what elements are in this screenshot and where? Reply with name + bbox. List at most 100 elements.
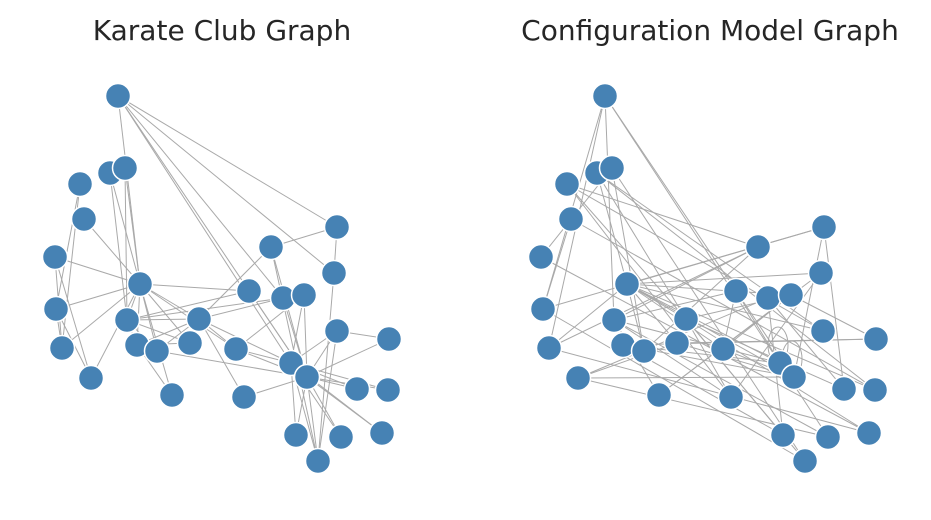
config-model-edge	[613, 319, 781, 364]
config-model-edge	[570, 218, 876, 391]
config-model-node	[557, 205, 585, 233]
karate-edge	[126, 290, 250, 321]
karate-edge	[198, 297, 284, 320]
karate-node	[290, 281, 318, 309]
config-model-node	[591, 82, 619, 110]
karate-edge	[117, 95, 338, 228]
karate-edge	[117, 95, 284, 299]
karate-node	[113, 306, 141, 334]
karate-node	[176, 329, 204, 357]
configuration-model-title: Configuration Model Graph	[521, 14, 899, 47]
karate-edge	[303, 294, 308, 378]
config-model-node	[754, 284, 782, 312]
config-model-edge	[730, 272, 822, 398]
config-model-node	[672, 305, 700, 333]
config-model-node	[527, 243, 555, 271]
config-model-node	[814, 423, 842, 451]
karate-node	[374, 376, 402, 404]
karate-edge	[306, 338, 390, 378]
config-model-node	[645, 381, 673, 409]
config-model-node	[769, 421, 797, 449]
config-model-node	[809, 317, 837, 345]
karate-edge	[109, 172, 141, 285]
config-model-node	[663, 329, 691, 357]
karate-edge	[124, 167, 128, 321]
config-model-edge	[767, 297, 845, 390]
config-model-edge	[604, 95, 615, 321]
karate-node	[293, 363, 321, 391]
config-model-edge	[542, 226, 825, 310]
config-model-node	[744, 233, 772, 261]
karate-node	[323, 213, 351, 241]
config-model-edge	[626, 283, 824, 332]
config-model-node	[709, 335, 737, 363]
karate-edge	[55, 283, 141, 310]
karate-node	[230, 383, 258, 411]
config-model-edge	[790, 294, 877, 340]
karate-edge	[117, 95, 335, 274]
config-model-edge	[542, 308, 806, 462]
karate-edge	[317, 330, 338, 462]
config-model-edge	[735, 290, 781, 364]
karate-edge	[117, 95, 141, 285]
karate-edge	[117, 95, 308, 378]
karate-club-title: Karate Club Graph	[92, 14, 352, 47]
karate-edge	[90, 283, 141, 379]
config-model-edge	[604, 95, 795, 378]
config-model-edge	[685, 318, 732, 398]
config-model-edge	[596, 172, 687, 320]
config-model-edge	[685, 318, 845, 390]
karate-node	[77, 364, 105, 392]
config-model-node	[529, 295, 557, 323]
config-model-edge	[596, 172, 628, 285]
karate-edge	[198, 318, 245, 398]
config-model-node	[613, 270, 641, 298]
karate-edge	[54, 256, 141, 285]
karate-node	[111, 154, 139, 182]
karate-node	[66, 170, 94, 198]
config-model-edge	[793, 226, 825, 378]
karate-nodes	[41, 82, 403, 475]
config-model-node	[807, 259, 835, 287]
karate-node	[104, 82, 132, 110]
config-model-edge	[577, 376, 795, 379]
karate-node	[304, 447, 332, 475]
karate-edge	[139, 283, 250, 292]
config-model-node	[535, 334, 563, 362]
karate-node	[375, 325, 403, 353]
config-model-edge	[566, 183, 732, 398]
karate-edge	[306, 376, 319, 462]
config-model-node	[777, 281, 805, 309]
karate-node	[368, 419, 396, 447]
karate-edge	[198, 246, 272, 320]
karate-node	[41, 243, 69, 271]
config-model-edge	[566, 183, 687, 320]
karate-edge	[109, 172, 128, 321]
config-model-node	[861, 376, 889, 404]
karate-node	[70, 205, 98, 233]
karate-node	[158, 381, 186, 409]
config-model-node	[855, 419, 883, 447]
config-model-edge	[542, 95, 606, 310]
config-model-node	[862, 325, 890, 353]
config-model-node	[830, 375, 858, 403]
config-model-edge	[823, 226, 845, 390]
karate-node	[126, 270, 154, 298]
config-model-edge	[566, 183, 759, 248]
config-model-edge	[613, 290, 737, 321]
config-model-edge	[566, 183, 824, 332]
karate-node	[257, 233, 285, 261]
karate-node	[42, 295, 70, 323]
config-model-node	[810, 213, 838, 241]
karate-node	[327, 423, 355, 451]
config-model-node	[780, 363, 808, 391]
config-model-edge	[611, 167, 806, 462]
config-model-node	[600, 306, 628, 334]
config-model-edge	[540, 256, 870, 434]
karate-node	[323, 317, 351, 345]
config-model-node	[598, 154, 626, 182]
karate-node	[282, 421, 310, 449]
config-model-node	[722, 277, 750, 305]
